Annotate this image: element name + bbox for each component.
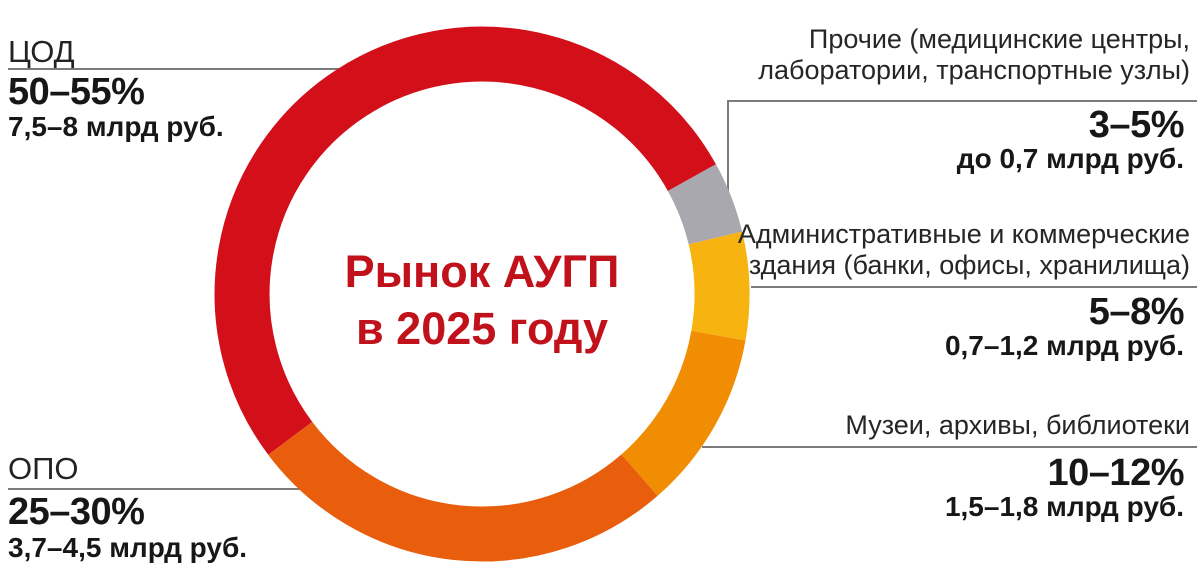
segment-opo — [268, 421, 658, 562]
callout-admin-value: 0,7–1,2 млрд руб. — [944, 330, 1184, 361]
segment-muzei — [621, 330, 746, 496]
segment-cod — [214, 26, 716, 455]
callout-opo-percent: 25–30% — [8, 491, 145, 533]
segment-prochie — [667, 164, 743, 245]
connector-prochie — [727, 100, 1197, 192]
segment-admin — [688, 231, 750, 341]
callout-muzei-percent: 10–12% — [1047, 452, 1185, 494]
callout-admin-label: Административные и коммерческие здания (… — [737, 219, 1190, 280]
chart-title: Рынок АУГП в 2025 году — [232, 243, 732, 357]
chart-title-line1: Рынок АУГП — [344, 246, 620, 297]
callout-cod-percent: 50–55% — [8, 71, 145, 113]
callout-admin-percent: 5–8% — [1088, 291, 1185, 333]
callout-prochie-percent: 3–5% — [1088, 104, 1185, 146]
callout-opo-value: 3,7–4,5 млрд руб. — [8, 532, 248, 563]
callout-prochie-label: Прочие (медицинские центры, лаборатории,… — [758, 24, 1190, 85]
callout-muzei-value: 1,5–1,8 млрд руб. — [944, 491, 1184, 522]
chart-title-line2: в 2025 году — [356, 303, 608, 354]
callout-cod-label: ЦОД — [8, 34, 75, 69]
callout-opo-label: ОПО — [8, 451, 79, 486]
callout-muzei-label: Музеи, архивы, библиотеки — [845, 410, 1190, 440]
callout-prochie-value: до 0,7 млрд руб. — [956, 143, 1184, 174]
callout-cod-value: 7,5–8 млрд руб. — [8, 111, 224, 142]
